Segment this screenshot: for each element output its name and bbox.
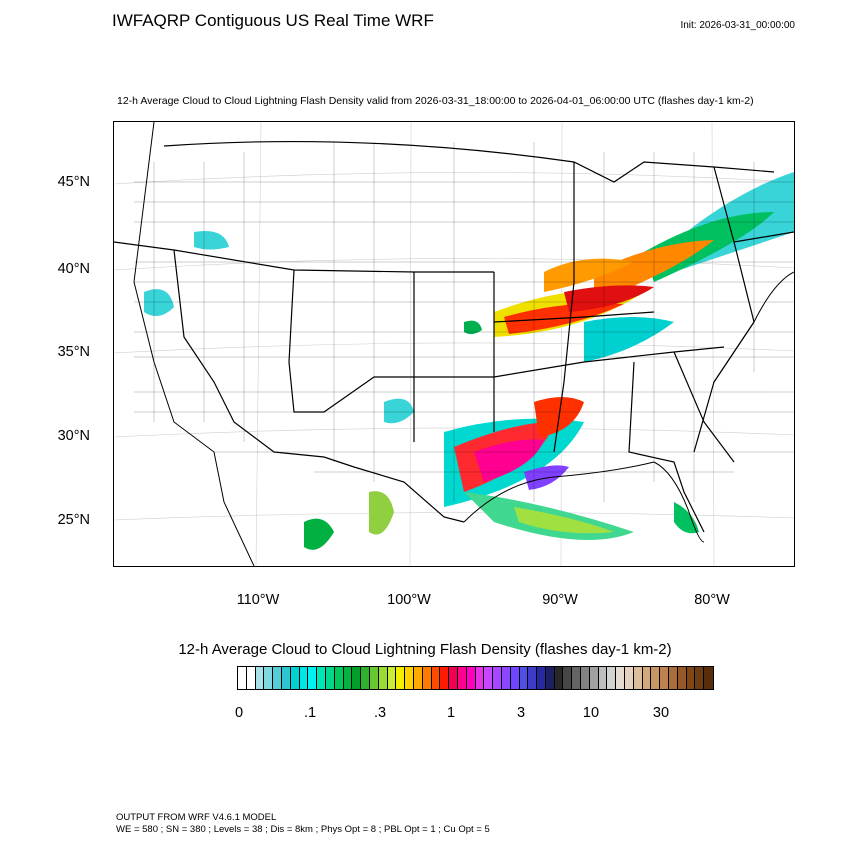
colorbar-tick-label: .3 bbox=[373, 705, 387, 721]
colorbar-swatch bbox=[589, 667, 599, 689]
colorbar-swatch bbox=[581, 667, 590, 689]
colorbar-swatch bbox=[246, 667, 256, 689]
colorbar-swatch bbox=[607, 667, 617, 689]
colorbar-swatch bbox=[273, 667, 282, 689]
colorbar-swatch bbox=[625, 667, 634, 689]
lon-label-90w: 90°W bbox=[542, 592, 578, 608]
colorbar-swatch bbox=[686, 667, 696, 689]
colorbar-swatch bbox=[308, 667, 318, 689]
colorbar-swatch bbox=[510, 667, 520, 689]
lat-label-40: 40°N bbox=[57, 261, 90, 277]
colorbar-swatch bbox=[325, 667, 335, 689]
colorbar-swatch bbox=[669, 667, 678, 689]
colorbar-swatch bbox=[677, 667, 687, 689]
colorbar-swatch bbox=[290, 667, 300, 689]
lon-label-110w: 110°W bbox=[236, 592, 280, 608]
coastline bbox=[133, 122, 794, 566]
colorbar bbox=[237, 666, 715, 690]
colorbar-swatch bbox=[352, 667, 362, 689]
colorbar-tick-label: 30 bbox=[652, 705, 670, 721]
colorbar-swatch bbox=[537, 667, 546, 689]
map-canvas bbox=[114, 122, 794, 566]
colorbar-swatch bbox=[343, 667, 353, 689]
county-lines bbox=[134, 142, 794, 502]
colorbar-swatch bbox=[642, 667, 652, 689]
colorbar-tick-label: 10 bbox=[582, 705, 600, 721]
colorbar-swatch bbox=[484, 667, 494, 689]
colorbar-swatch bbox=[361, 667, 370, 689]
colorbar-swatch bbox=[440, 667, 450, 689]
colorbar-swatch bbox=[431, 667, 441, 689]
colorbar-swatch bbox=[704, 667, 714, 689]
colorbar-tick-label: 3 bbox=[516, 705, 526, 721]
colorbar-swatch bbox=[299, 667, 309, 689]
colorbar-swatch bbox=[695, 667, 705, 689]
lat-label-35: 35°N bbox=[57, 344, 90, 360]
colorbar-swatch bbox=[422, 667, 432, 689]
colorbar-tick-label: 0 bbox=[234, 705, 244, 721]
colorbar-swatch bbox=[396, 667, 406, 689]
lightning-shading bbox=[144, 172, 794, 550]
lon-label-100w: 100°W bbox=[387, 592, 431, 608]
colorbar-swatch bbox=[493, 667, 502, 689]
init-time: Init: 2026-03-31_00:00:00 bbox=[680, 20, 795, 31]
colorbar-swatch bbox=[457, 667, 467, 689]
colorbar-swatch bbox=[413, 667, 423, 689]
lon-label-80w: 80°W bbox=[694, 592, 730, 608]
colorbar-swatch bbox=[387, 667, 397, 689]
colorbar-swatch bbox=[554, 667, 564, 689]
colorbar-swatch bbox=[501, 667, 511, 689]
colorbar-swatch bbox=[334, 667, 344, 689]
colorbar-tick-label: 1 bbox=[446, 705, 456, 721]
colorbar-swatch bbox=[405, 667, 414, 689]
colorbar-swatch bbox=[633, 667, 643, 689]
colorbar-swatch bbox=[317, 667, 326, 689]
colorbar-swatch bbox=[255, 667, 265, 689]
colorbar-swatch bbox=[528, 667, 538, 689]
colorbar-swatch bbox=[238, 667, 247, 689]
colorbar-swatch bbox=[449, 667, 458, 689]
colorbar-swatch bbox=[545, 667, 555, 689]
lat-label-30: 30°N bbox=[57, 428, 90, 444]
colorbar-swatch bbox=[466, 667, 476, 689]
colorbar-swatch bbox=[378, 667, 388, 689]
colorbar-title: 12-h Average Cloud to Cloud Lightning Fl… bbox=[178, 641, 672, 658]
colorbar-swatch bbox=[598, 667, 608, 689]
map-subtitle: 12-h Average Cloud to Cloud Lightning Fl… bbox=[117, 95, 754, 107]
lat-label-25: 25°N bbox=[57, 512, 90, 528]
colorbar-swatch bbox=[660, 667, 670, 689]
colorbar-swatch bbox=[563, 667, 573, 689]
colorbar-swatch bbox=[572, 667, 582, 689]
colorbar-swatch bbox=[519, 667, 529, 689]
colorbar-swatch bbox=[369, 667, 379, 689]
colorbar-tick-label: .1 bbox=[303, 705, 317, 721]
lightning-map bbox=[113, 121, 795, 567]
colorbar-swatch bbox=[651, 667, 661, 689]
colorbar-swatch bbox=[281, 667, 291, 689]
colorbar-swatch bbox=[264, 667, 274, 689]
footer-model-line: OUTPUT FROM WRF V4.6.1 MODEL bbox=[116, 812, 277, 823]
footer-config-line: WE = 580 ; SN = 380 ; Levels = 38 ; Dis … bbox=[116, 824, 490, 835]
colorbar-swatch bbox=[475, 667, 485, 689]
page-title: IWFAQRP Contiguous US Real Time WRF bbox=[112, 11, 434, 30]
colorbar-swatch bbox=[616, 667, 626, 689]
lat-label-45: 45°N bbox=[57, 174, 90, 190]
